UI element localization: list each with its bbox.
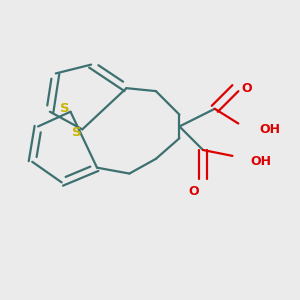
- Text: OH: OH: [250, 155, 271, 168]
- Text: S: S: [60, 102, 69, 115]
- Text: S: S: [72, 126, 81, 139]
- Text: O: O: [189, 185, 200, 198]
- Text: OH: OH: [259, 123, 280, 136]
- Text: O: O: [242, 82, 253, 95]
